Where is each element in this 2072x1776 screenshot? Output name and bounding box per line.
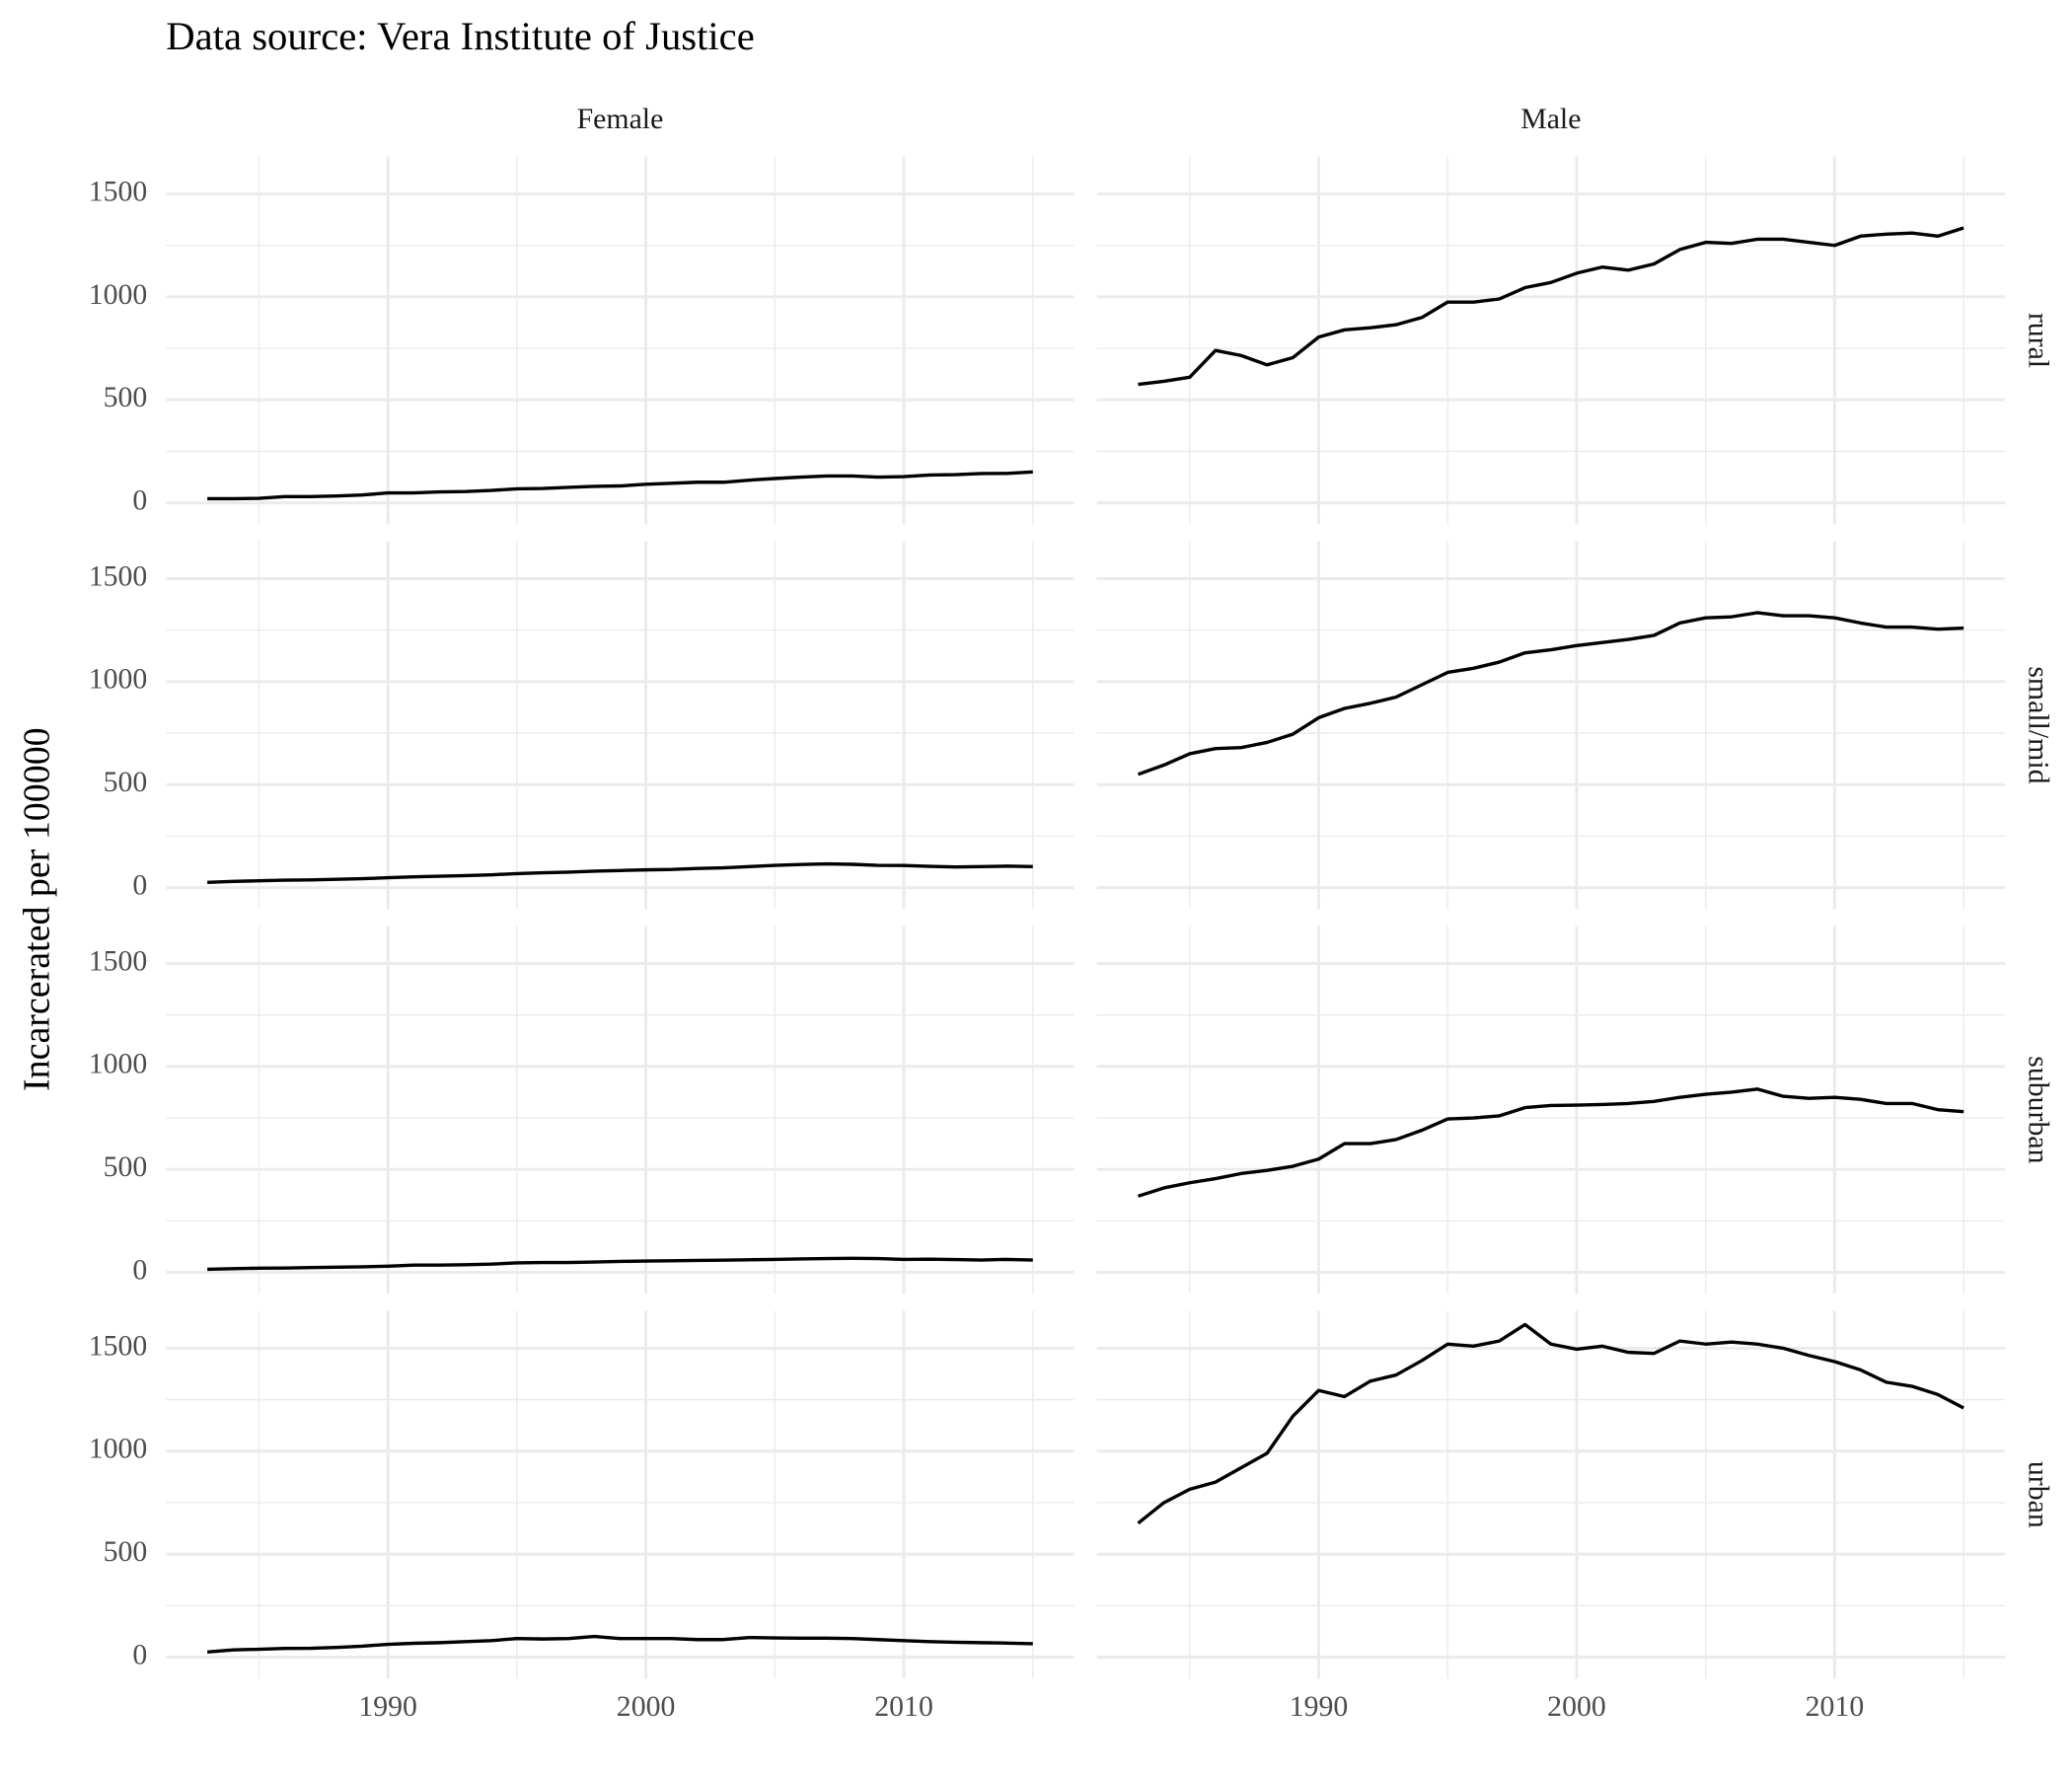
y-tick-label: 0 xyxy=(132,1638,147,1670)
data-line xyxy=(1138,226,1964,387)
y-tick-label: 0 xyxy=(132,1253,147,1286)
x-tick-label: 1990 xyxy=(1290,1690,1349,1723)
row-strip-label: rural xyxy=(2022,313,2054,368)
y-tick-label: 1500 xyxy=(89,944,148,977)
y-tick-label: 1000 xyxy=(89,663,148,696)
chart-title: Data source: Vera Institute of Justice xyxy=(166,14,754,58)
y-axis-label: Incarcerated per 100000 xyxy=(17,727,58,1091)
x-tick-label: 2000 xyxy=(617,1690,676,1723)
y-tick-label: 0 xyxy=(132,868,147,901)
x-tick-label: 2010 xyxy=(1806,1690,1865,1723)
data-line xyxy=(1137,1322,1964,1525)
y-tick-label: 500 xyxy=(104,1150,148,1183)
x-tick-label: 2010 xyxy=(874,1690,933,1723)
data-line xyxy=(207,470,1033,501)
y-tick-label: 500 xyxy=(104,1535,148,1568)
y-tick-label: 1000 xyxy=(89,1048,148,1080)
column-strip-label: Female xyxy=(577,103,664,135)
y-tick-label: 500 xyxy=(104,381,148,413)
y-tick-label: 0 xyxy=(132,483,147,516)
data-line xyxy=(207,861,1033,885)
row-strip-label: suburban xyxy=(2022,1056,2054,1163)
row-strip-label: urban xyxy=(2022,1461,2054,1528)
y-tick-label: 500 xyxy=(104,766,148,798)
y-tick-label: 1000 xyxy=(89,278,148,311)
row-strip-label: small/mid xyxy=(2022,666,2054,783)
data-line xyxy=(1137,1087,1964,1198)
x-tick-label: 2000 xyxy=(1547,1690,1606,1723)
data-line xyxy=(206,1634,1033,1654)
y-tick-label: 1000 xyxy=(89,1433,148,1465)
y-tick-label: 1500 xyxy=(89,559,148,592)
column-strip-label: Male xyxy=(1520,103,1581,135)
y-tick-label: 1500 xyxy=(89,175,148,207)
y-tick-label: 1500 xyxy=(89,1329,148,1362)
data-line xyxy=(1137,611,1964,777)
data-line xyxy=(207,1256,1033,1272)
x-tick-label: 1990 xyxy=(358,1690,417,1723)
